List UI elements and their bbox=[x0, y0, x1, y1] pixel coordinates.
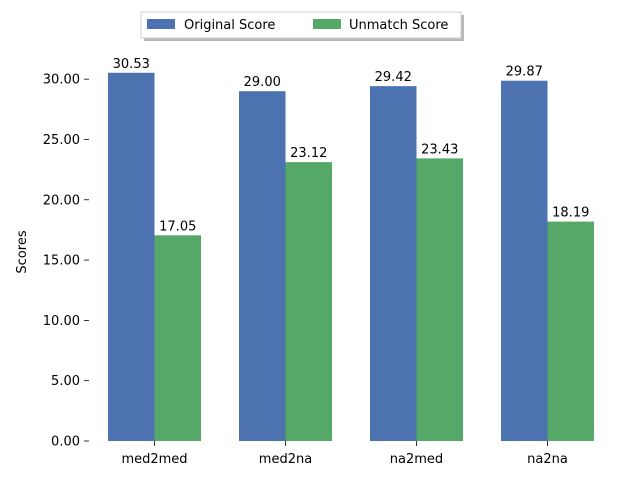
y-tick-label: 30.00 bbox=[43, 73, 80, 88]
legend-swatch bbox=[313, 19, 341, 29]
x-axis: med2med med2na na2med na2na bbox=[121, 441, 568, 467]
legend-swatch bbox=[147, 19, 175, 29]
data-label: 29.87 bbox=[506, 65, 543, 80]
bar-unmatch-score bbox=[285, 162, 332, 441]
data-label: 23.12 bbox=[290, 146, 327, 161]
y-axis-label: Scores bbox=[15, 230, 30, 273]
y-tick-label: 15.00 bbox=[43, 254, 80, 269]
x-tick-label: na2na bbox=[527, 452, 568, 467]
data-label: 18.19 bbox=[552, 206, 589, 221]
bar-unmatch-score bbox=[154, 235, 201, 441]
y-tick-label: 10.00 bbox=[43, 314, 80, 329]
legend-label: Unmatch Score bbox=[349, 18, 448, 33]
data-label: 30.53 bbox=[113, 57, 150, 72]
data-label: 29.42 bbox=[375, 70, 412, 85]
bar-unmatch-score bbox=[547, 221, 594, 441]
bar-original-score bbox=[108, 72, 155, 441]
legend-box bbox=[140, 11, 462, 39]
y-tick-label: 25.00 bbox=[43, 133, 80, 148]
y-tick-label: 5.00 bbox=[51, 374, 80, 389]
x-tick-label: med2med bbox=[121, 452, 187, 467]
bar-original-score bbox=[370, 86, 417, 441]
bar-unmatch-score bbox=[416, 158, 463, 442]
x-tick-label: na2med bbox=[390, 452, 443, 467]
bars bbox=[108, 72, 594, 442]
y-tick-label: 20.00 bbox=[43, 193, 80, 208]
data-label: 17.05 bbox=[159, 219, 196, 234]
bar-original-score bbox=[239, 91, 286, 441]
data-label: 23.43 bbox=[421, 142, 458, 157]
x-tick-label: med2na bbox=[259, 452, 312, 467]
bar-original-score bbox=[501, 80, 548, 441]
y-tick-label: 0.00 bbox=[51, 435, 80, 450]
legend: Original Score Unmatch Score bbox=[140, 11, 464, 41]
data-labels: 30.53 17.05 29.00 23.12 29.42 23.43 29.87 18.19 bbox=[113, 57, 590, 235]
legend-label: Original Score bbox=[184, 18, 275, 33]
y-axis: 0.00 5.00 10.00 15.00 20.00 25.00 30.00 bbox=[43, 73, 89, 450]
data-label: 29.00 bbox=[244, 75, 281, 90]
